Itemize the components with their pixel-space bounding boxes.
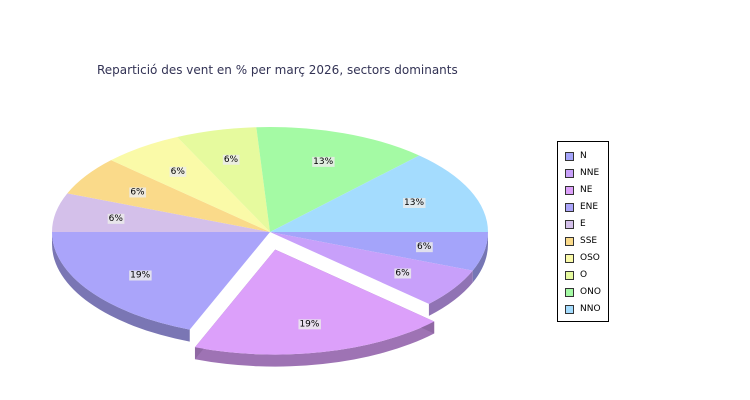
- legend-label: ONO: [580, 287, 601, 297]
- pie-slice-o: [177, 127, 270, 232]
- svg-text:19%: 19%: [130, 270, 150, 280]
- pie-slice-nne: [270, 232, 473, 304]
- pie-slice-oso: [111, 136, 270, 232]
- legend-label: E: [580, 219, 586, 229]
- slice-label-nno: 13%: [403, 197, 426, 208]
- legend-label: NNO: [580, 304, 601, 314]
- legend-item-sse: SSE: [565, 235, 597, 247]
- legend-item-ene: ENE: [565, 201, 598, 213]
- slice-label-ono: 13%: [312, 156, 335, 167]
- legend: N NNE NE ENE E SSE OSO O ONO NNO: [557, 141, 609, 322]
- legend-label: OSO: [580, 253, 600, 263]
- slice-label-sse: 6%: [129, 187, 147, 198]
- legend-item-nne: NNE: [565, 167, 599, 179]
- svg-text:6%: 6%: [224, 155, 239, 165]
- chart-title: Repartició des vent en % per març 2026, …: [97, 63, 458, 77]
- pie-slice-e: [52, 193, 270, 232]
- legend-label: NE: [580, 185, 593, 195]
- legend-swatch: [565, 202, 574, 212]
- legend-swatch: [565, 151, 574, 161]
- svg-text:6%: 6%: [171, 167, 186, 177]
- pie-slice-n: [270, 232, 488, 271]
- pie-slice-sse: [67, 160, 271, 232]
- legend-swatch: [565, 304, 574, 314]
- pie-side-ne: [194, 321, 435, 367]
- pie-slice-nno: [270, 155, 488, 232]
- pie-slice-ono: [256, 127, 420, 232]
- legend-label: SSE: [580, 236, 598, 246]
- slice-label-ne: 19%: [298, 319, 321, 330]
- legend-swatch: [565, 185, 574, 195]
- svg-text:13%: 13%: [313, 157, 333, 167]
- legend-item-o: O: [565, 269, 587, 281]
- legend-item-e: E: [565, 218, 586, 230]
- legend-swatch: [565, 168, 574, 178]
- slice-label-ene: 19%: [129, 270, 152, 281]
- pie-slice-ene: [52, 232, 270, 330]
- svg-text:6%: 6%: [130, 187, 145, 197]
- legend-label: ENE: [580, 202, 599, 212]
- pie-side-ene: [52, 232, 190, 342]
- legend-label: N: [580, 151, 587, 161]
- legend-swatch: [565, 219, 574, 229]
- legend-swatch: [565, 287, 574, 297]
- svg-text:19%: 19%: [299, 319, 319, 329]
- svg-text:6%: 6%: [417, 242, 432, 252]
- svg-text:6%: 6%: [109, 214, 124, 224]
- legend-swatch: [565, 236, 574, 246]
- slice-label-o: 6%: [222, 154, 240, 165]
- slice-label-nne: 6%: [394, 268, 412, 279]
- legend-swatch: [565, 270, 574, 280]
- slice-label-oso: 6%: [169, 166, 187, 177]
- legend-label: O: [580, 270, 588, 280]
- pie-slice-ne: [194, 249, 435, 355]
- legend-swatch: [565, 253, 574, 263]
- legend-item-ne: NE: [565, 184, 592, 196]
- legend-label: NNE: [580, 168, 600, 178]
- slice-label-e: 6%: [107, 213, 125, 224]
- legend-item-ono: ONO: [565, 286, 601, 298]
- legend-item-nno: NNO: [565, 303, 601, 315]
- legend-item-oso: OSO: [565, 252, 600, 264]
- pie-side-nne: [428, 270, 473, 316]
- svg-text:13%: 13%: [404, 198, 424, 208]
- legend-item-n: N: [565, 150, 587, 162]
- svg-text:6%: 6%: [395, 269, 410, 279]
- slice-label-n: 6%: [416, 242, 433, 253]
- pie-side-n: [472, 232, 488, 283]
